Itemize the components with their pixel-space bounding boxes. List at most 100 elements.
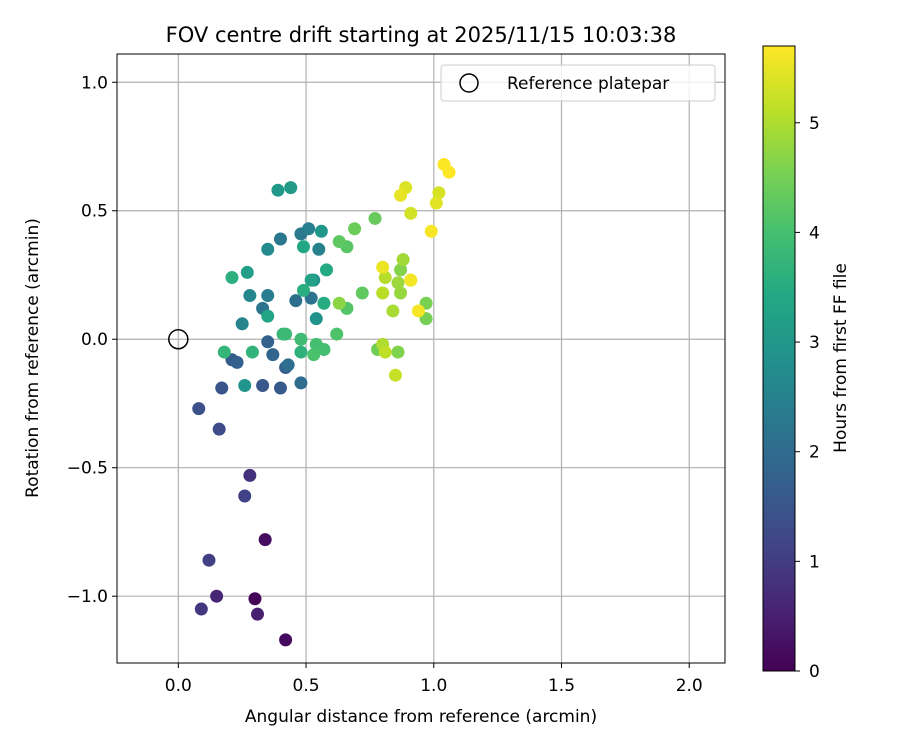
data-point — [279, 327, 293, 341]
data-point — [396, 253, 410, 267]
data-point — [273, 381, 287, 395]
data-point — [230, 355, 244, 369]
data-point — [302, 222, 316, 236]
data-point — [404, 206, 418, 220]
data-point — [394, 188, 408, 202]
data-point — [317, 296, 331, 310]
y-tick-label: −0.5 — [67, 459, 108, 479]
data-point — [332, 235, 346, 249]
data-point — [432, 186, 446, 200]
data-point — [202, 553, 216, 567]
x-tick-label: 0.5 — [293, 676, 320, 696]
data-point — [225, 271, 239, 285]
legend-box — [440, 64, 716, 102]
data-point — [332, 296, 346, 310]
x-tick-label: 0.0 — [165, 676, 192, 696]
data-point — [312, 242, 326, 256]
y-tick-label: 0.5 — [81, 202, 108, 222]
data-point — [307, 348, 321, 362]
data-point — [314, 224, 328, 238]
data-point — [271, 183, 285, 197]
reference-platepar-marker — [168, 328, 189, 350]
colorbar-tick-label: 1 — [809, 552, 820, 572]
data-point — [330, 327, 344, 341]
data-point — [256, 378, 270, 392]
data-point — [215, 381, 229, 395]
data-point — [424, 224, 438, 238]
colorbar-tick-label: 4 — [809, 223, 820, 243]
data-point — [258, 533, 272, 547]
data-point — [442, 165, 456, 179]
data-point — [296, 240, 310, 254]
data-point — [279, 633, 293, 647]
data-point — [309, 337, 323, 351]
colorbar-tick-label: 3 — [809, 333, 820, 353]
colorbar: 0 1 2 3 4 5 Hours from first FF file — [762, 45, 851, 682]
data-point — [386, 304, 400, 318]
y-ticks: −1.0 −0.5 0.0 0.5 1.0 — [67, 73, 117, 607]
colorbar-tick-label: 5 — [809, 114, 820, 134]
data-point — [376, 286, 390, 300]
data-point — [235, 317, 249, 331]
data-point — [391, 276, 405, 290]
data-point — [378, 271, 392, 285]
data-point — [248, 592, 262, 606]
x-tick-label: 1.5 — [548, 676, 575, 696]
data-point — [251, 607, 265, 621]
points-layer — [168, 157, 456, 647]
legend: Reference platepar — [440, 64, 716, 102]
data-point — [294, 332, 308, 346]
data-point — [212, 422, 226, 436]
y-tick-label: −1.0 — [67, 587, 108, 607]
data-point — [243, 468, 257, 482]
x-tick-label: 2.0 — [676, 676, 703, 696]
x-ticks: 0.0 0.5 1.0 1.5 2.0 — [165, 663, 703, 696]
data-point — [378, 345, 392, 359]
data-point — [376, 260, 390, 274]
data-point — [261, 335, 275, 349]
x-axis-label: Angular distance from reference (arcmin) — [245, 707, 597, 727]
data-point — [355, 286, 369, 300]
data-point — [296, 283, 310, 297]
colorbar-gradient — [762, 45, 796, 672]
data-point — [238, 489, 252, 503]
data-point — [243, 289, 257, 303]
data-point — [194, 602, 208, 616]
data-point — [238, 378, 252, 392]
data-point — [309, 312, 323, 326]
data-point — [210, 589, 224, 603]
data-point — [391, 345, 405, 359]
data-point — [429, 196, 443, 210]
data-point — [261, 242, 275, 256]
data-point — [192, 402, 206, 416]
colorbar-label: Hours from first FF file — [831, 263, 851, 453]
data-point — [245, 345, 259, 359]
data-point — [240, 265, 254, 279]
data-point — [388, 368, 402, 382]
data-point — [261, 289, 275, 303]
y-axis-label: Rotation from reference (arcmin) — [23, 218, 43, 498]
data-point — [348, 222, 362, 236]
data-point — [284, 181, 298, 195]
colorbar-ticks: 0 1 2 3 4 5 — [795, 114, 820, 682]
data-point — [394, 263, 408, 277]
data-point — [273, 232, 287, 246]
data-point — [404, 273, 418, 287]
data-point — [319, 263, 333, 277]
y-tick-label: 1.0 — [81, 73, 108, 93]
data-point — [217, 345, 231, 359]
colorbar-tick-label: 2 — [809, 443, 820, 463]
data-point — [261, 309, 275, 323]
grid-lines — [117, 54, 725, 663]
legend-label: Reference platepar — [507, 74, 669, 94]
chart-title: FOV centre drift starting at 2025/11/15 … — [166, 23, 677, 47]
data-point — [266, 348, 280, 362]
colorbar-tick-label: 0 — [809, 662, 820, 682]
legend-marker-icon — [459, 73, 479, 93]
data-point — [304, 273, 318, 287]
data-point — [294, 345, 308, 359]
data-point — [294, 376, 308, 390]
data-point — [281, 358, 295, 372]
data-point — [289, 294, 303, 308]
